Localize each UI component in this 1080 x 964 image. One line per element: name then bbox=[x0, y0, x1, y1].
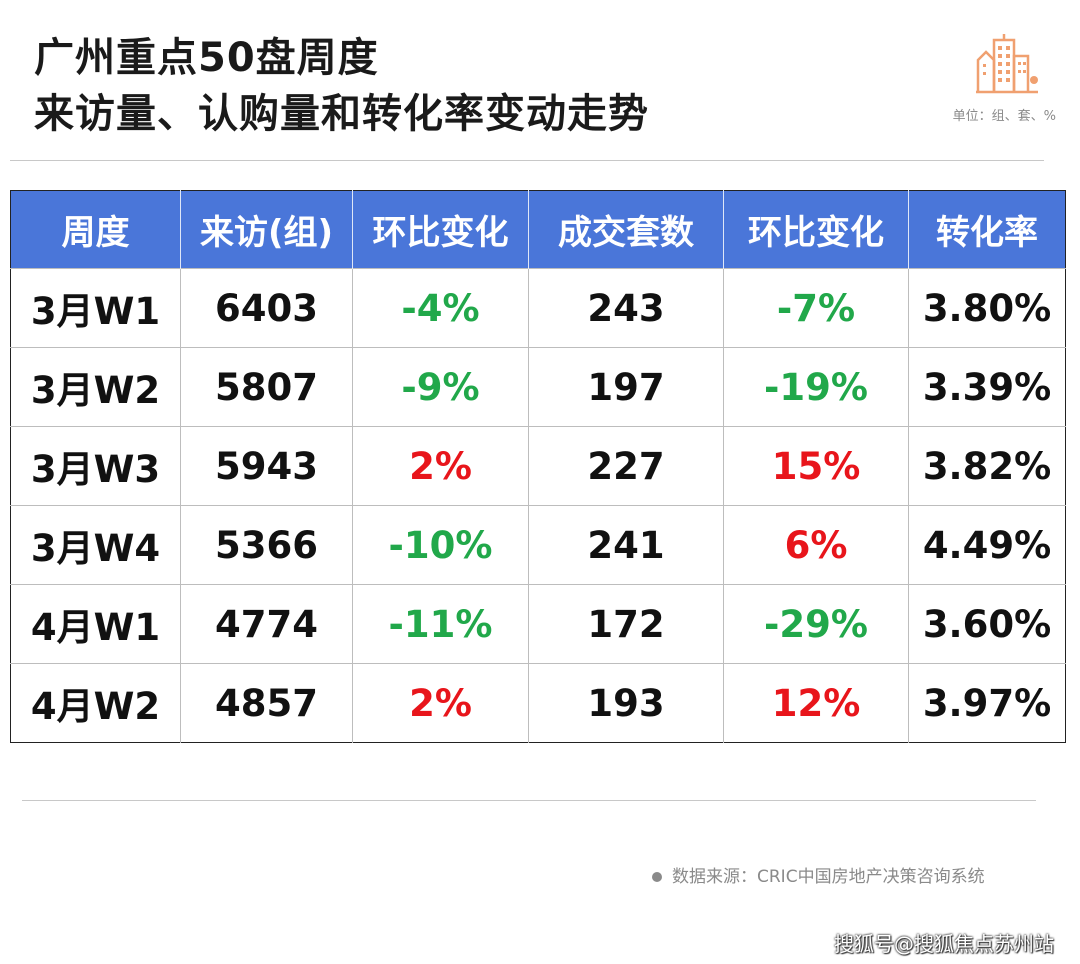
table-cell: -4% bbox=[352, 268, 529, 348]
column-header: 成交套数 bbox=[528, 190, 724, 269]
table-cell: -19% bbox=[723, 347, 909, 427]
table-cell: 2% bbox=[352, 426, 529, 506]
table-row: 3月W3 5943 2% 227 15% 3.82% bbox=[10, 426, 1066, 506]
table-cell: -29% bbox=[723, 584, 909, 664]
bottom-divider bbox=[22, 800, 1036, 801]
table-cell: 15% bbox=[723, 426, 909, 506]
unit-label: 单位：组、套、% bbox=[952, 109, 1056, 124]
table-row: 3月W2 5807 -9% 197 -19% 3.39% bbox=[10, 347, 1066, 427]
table-cell: 3.82% bbox=[908, 426, 1066, 506]
table-cell: 3.39% bbox=[908, 347, 1066, 427]
data-table: 周度 来访(组) 环比变化 成交套数 环比变化 转化率 3月W1 6403 -4% 243 -7%… bbox=[10, 190, 1066, 743]
table-cell: 4774 bbox=[180, 584, 353, 664]
table-cell: 4月W1 bbox=[10, 584, 181, 664]
column-header: 来访(组) bbox=[180, 190, 353, 269]
page-title: 广州重点50盘周度 来访量、认购量和转化率变动走势 bbox=[34, 30, 649, 142]
table-row: 4月W1 4774 -11% 172 -29% 3.60% bbox=[10, 584, 1066, 664]
table-cell: 3月W2 bbox=[10, 347, 181, 427]
column-header: 环比变化 bbox=[723, 190, 909, 269]
table-cell: -9% bbox=[352, 347, 529, 427]
table-cell: 6% bbox=[723, 505, 909, 585]
table-row: 3月W1 6403 -4% 243 -7% 3.80% bbox=[10, 268, 1066, 348]
table-cell: 3月W1 bbox=[10, 268, 181, 348]
table-cell: 227 bbox=[528, 426, 724, 506]
column-header: 转化率 bbox=[908, 190, 1066, 269]
table-cell: 3.80% bbox=[908, 268, 1066, 348]
table-cell: 172 bbox=[528, 584, 724, 664]
table-cell: 4857 bbox=[180, 663, 353, 743]
top-divider bbox=[10, 160, 1044, 161]
table-cell: -7% bbox=[723, 268, 909, 348]
table-cell: 3.97% bbox=[908, 663, 1066, 743]
source-note: 数据来源：CRIC中国房地产决策咨询系统 bbox=[652, 862, 985, 887]
table-cell: 5807 bbox=[180, 347, 353, 427]
table-cell: 243 bbox=[528, 268, 724, 348]
table-cell: 3月W3 bbox=[10, 426, 181, 506]
table-cell: 4月W2 bbox=[10, 663, 181, 743]
bullet-dot-icon bbox=[652, 872, 662, 882]
table-cell: 6403 bbox=[180, 268, 353, 348]
column-header: 环比变化 bbox=[352, 190, 529, 269]
table-cell: 3.60% bbox=[908, 584, 1066, 664]
table-cell: 5366 bbox=[180, 505, 353, 585]
table-body: 3月W1 6403 -4% 243 -7% 3.80% 3月W2 5807 -9% 197 -19%… bbox=[10, 268, 1066, 743]
table-row: 3月W4 5366 -10% 241 6% 4.49% bbox=[10, 505, 1066, 585]
table-row: 4月W2 4857 2% 193 12% 3.97% bbox=[10, 663, 1066, 743]
title-line-1: 广州重点50盘周度 bbox=[34, 35, 379, 81]
table-cell: 12% bbox=[723, 663, 909, 743]
watermark: 搜狐号@搜狐焦点苏州站 bbox=[834, 932, 1054, 956]
table-cell: -11% bbox=[352, 584, 529, 664]
building-logo-icon bbox=[976, 34, 1038, 94]
table-cell: 2% bbox=[352, 663, 529, 743]
table-cell: 193 bbox=[528, 663, 724, 743]
table-cell: 5943 bbox=[180, 426, 353, 506]
table-cell: 3月W4 bbox=[10, 505, 181, 585]
table-cell: -10% bbox=[352, 505, 529, 585]
title-line-2: 来访量、认购量和转化率变动走势 bbox=[34, 91, 649, 137]
table-cell: 241 bbox=[528, 505, 724, 585]
table-cell: 4.49% bbox=[908, 505, 1066, 585]
column-header: 周度 bbox=[10, 190, 181, 269]
table-header-row: 周度 来访(组) 环比变化 成交套数 环比变化 转化率 bbox=[10, 190, 1066, 269]
source-text: 数据来源：CRIC中国房地产决策咨询系统 bbox=[672, 867, 985, 887]
table-cell: 197 bbox=[528, 347, 724, 427]
data-table-wrap: 周度 来访(组) 环比变化 成交套数 环比变化 转化率 3月W1 6403 -4% 243 -7%… bbox=[10, 190, 1066, 743]
